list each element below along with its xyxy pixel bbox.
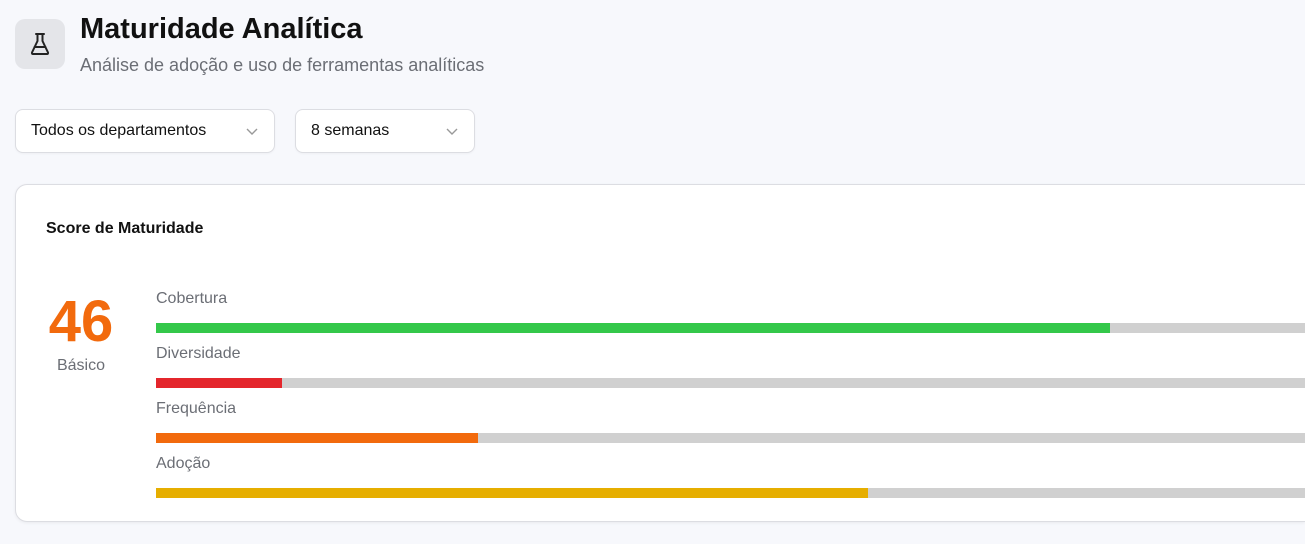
page-subtitle: Análise de adoção e uso de ferramentas a…	[80, 55, 485, 75]
metric-label: Diversidade	[156, 345, 241, 362]
maturity-score-card: Score de Maturidade 46 Básico Cobertura D…	[15, 184, 1305, 522]
metric-progress-bar	[156, 378, 1305, 388]
period-select[interactable]: 8 semanas	[295, 109, 475, 153]
metric-label: Cobertura	[156, 290, 228, 307]
metric-2: Frequência	[156, 400, 1305, 443]
maturity-score: 46	[48, 289, 114, 354]
metric-progress-bar	[156, 433, 1305, 443]
metric-3: Adoção	[156, 455, 1305, 498]
page-title: Maturidade Analítica	[80, 13, 363, 45]
chevron-down-icon	[446, 128, 458, 135]
metric-label: Frequência	[156, 400, 237, 417]
metric-progress-fill	[156, 433, 478, 443]
period-select-value: 8 semanas	[311, 122, 390, 139]
metric-0: Cobertura	[156, 290, 1305, 333]
chevron-down-icon	[246, 128, 258, 135]
flask-icon	[15, 19, 65, 69]
card-title: Score de Maturidade	[46, 220, 204, 237]
department-select-value: Todos os departamentos	[31, 122, 207, 139]
metric-1: Diversidade	[156, 345, 1305, 388]
metric-progress-fill	[156, 488, 869, 498]
metric-label: Adoção	[156, 455, 211, 472]
metric-progress-bar	[156, 488, 1305, 498]
metric-progress-fill	[156, 323, 1110, 333]
maturity-level: Básico	[56, 357, 106, 374]
department-select[interactable]: Todos os departamentos	[15, 109, 275, 153]
metric-progress-bar	[156, 323, 1305, 333]
metric-progress-fill	[156, 378, 283, 388]
